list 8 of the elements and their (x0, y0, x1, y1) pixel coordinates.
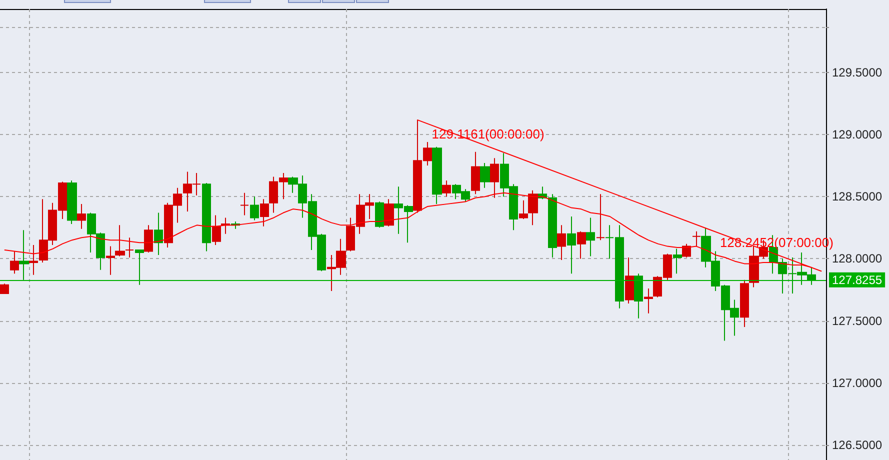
y-tick-label: 127.5000 (832, 314, 882, 328)
y-tick-label: 129.0000 (832, 127, 882, 142)
y-tick-label: 126.5000 (832, 438, 882, 452)
ref-line-label: 127.8255 (832, 272, 882, 287)
y-tick-label: 129.5000 (832, 65, 882, 80)
y-tick-label: 128.5000 (832, 190, 882, 204)
y-tick-label: 128.0000 (832, 252, 882, 266)
y-tick-label: 127.0000 (832, 376, 882, 390)
